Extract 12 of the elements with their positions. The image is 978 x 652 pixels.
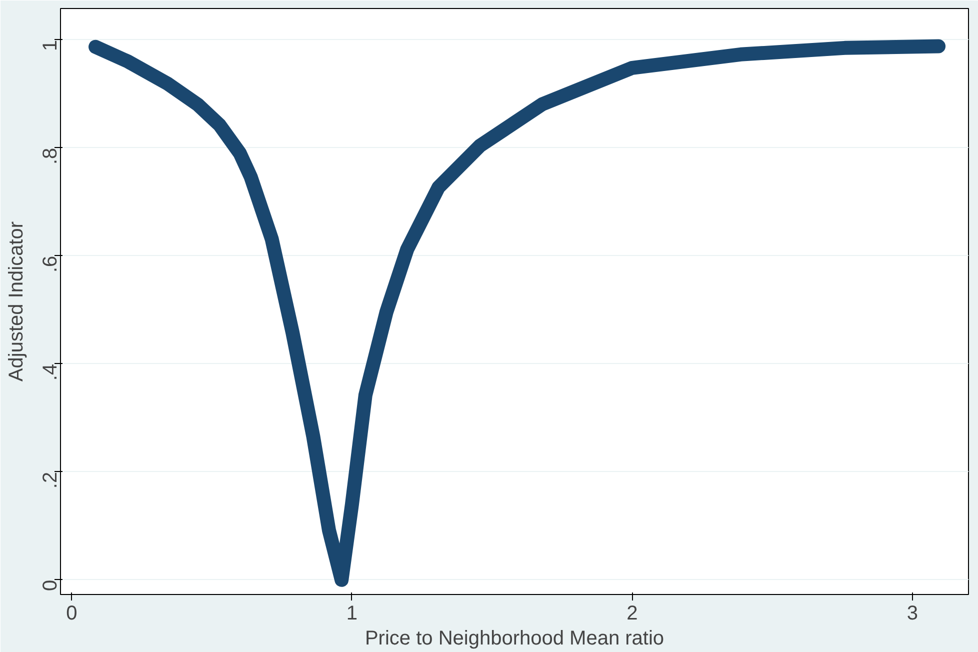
x-tick-label: 2 — [626, 602, 638, 624]
x-tick-label: 0 — [66, 602, 78, 624]
x-tick-label: 1 — [346, 602, 358, 624]
x-tick-label: 3 — [906, 602, 918, 624]
y-tick-label: .6 — [40, 256, 62, 273]
x-axis-title: Price to Neighborhood Mean ratio — [364, 628, 664, 650]
y-axis-title: Adjusted Indicator — [6, 221, 28, 382]
y-tick-label: 1 — [40, 40, 62, 51]
y-tick-label: .8 — [40, 148, 62, 165]
y-tick-label: 0 — [40, 580, 62, 592]
y-tick-label: .2 — [40, 472, 62, 489]
y-tick-label: .4 — [40, 364, 62, 381]
